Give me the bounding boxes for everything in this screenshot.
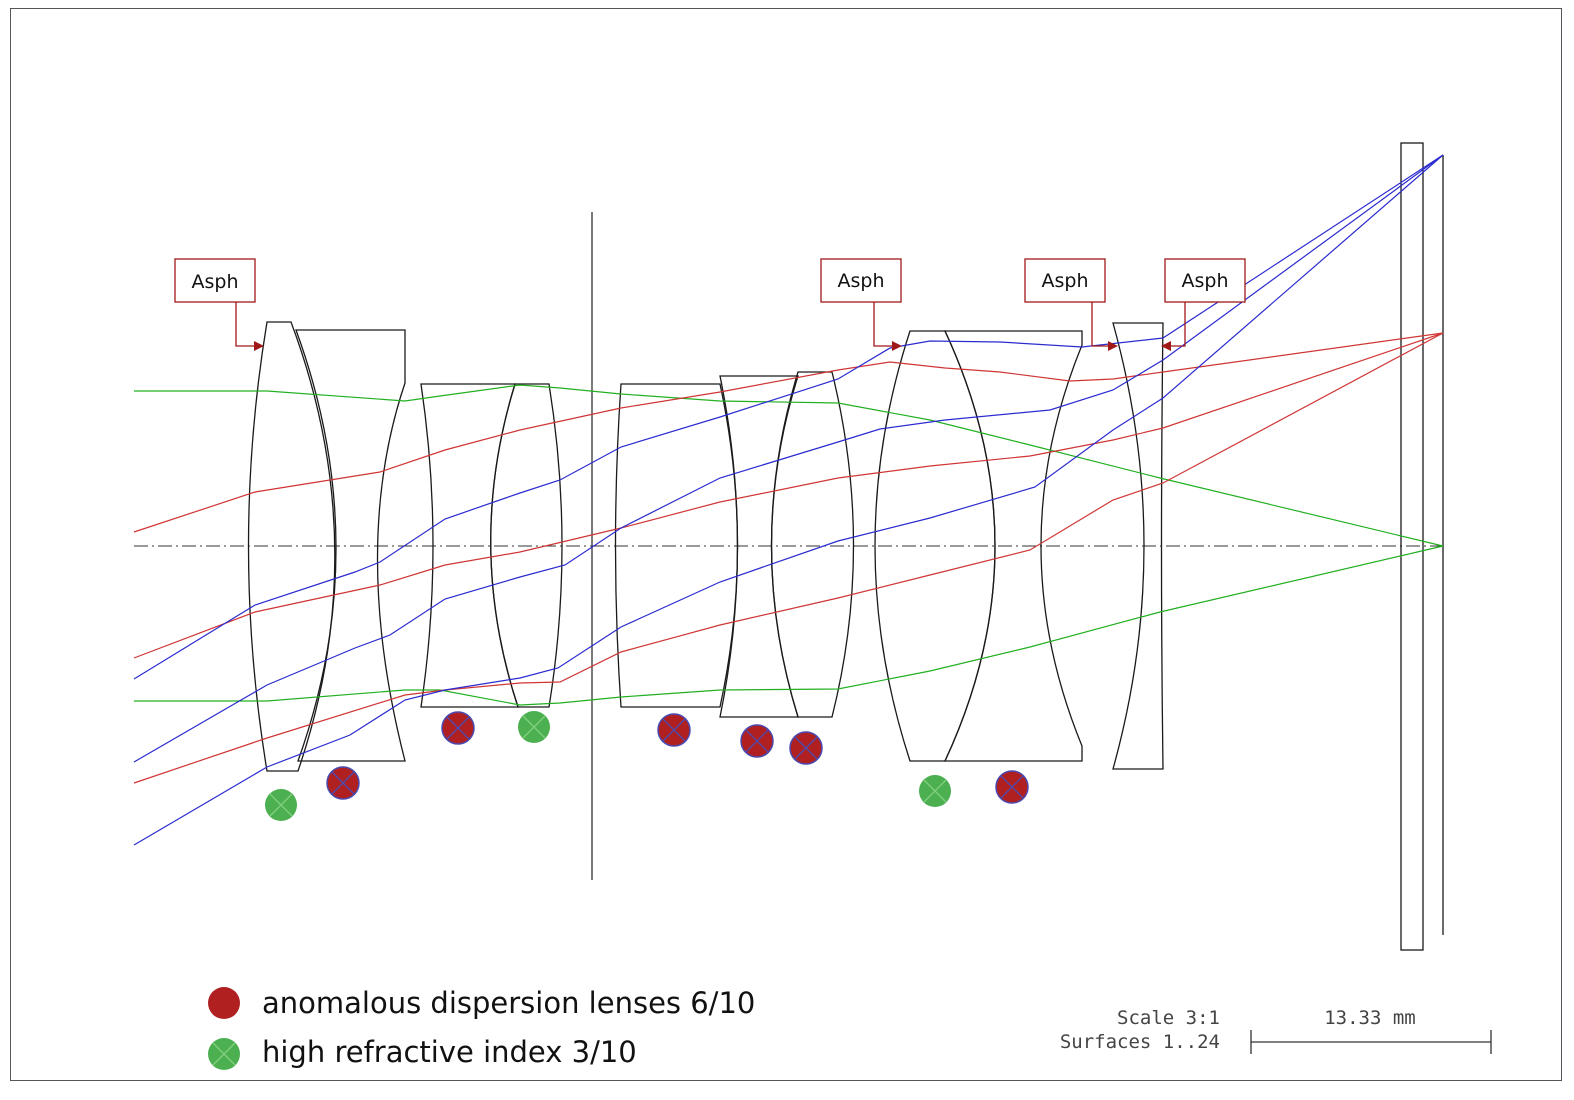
scale-text: Scale 3:1 [1117,1007,1220,1029]
ray-blue-1 [133,154,1444,680]
lens-element-10 [1112,322,1164,770]
asph-label-1: Asph [192,271,239,293]
ray-blue-3 [133,154,1444,846]
anomalous-dispersion-marker [740,724,774,758]
ray-red-1 [133,332,1444,533]
anomalous-dispersion-marker [441,711,475,745]
legend-anomalous-marker [208,987,240,1019]
high-index-marker [265,789,297,821]
asph-label-4: Asph [1182,270,1229,292]
asph-label-3: Asph [1042,270,1089,292]
legend: anomalous dispersion lenses 6/10 high re… [208,986,755,1070]
anomalous-dispersion-marker [789,731,823,765]
ray-green-upper [134,384,1444,547]
asph-callout-2: Asph [820,258,902,351]
scale-info: Scale 3:1 Surfaces 1..24 13.33 mm [1060,1007,1492,1054]
lens-element-1 [247,321,336,772]
legend-anomalous-text: anomalous dispersion lenses 6/10 [262,986,755,1020]
ray-red-3 [133,332,1444,784]
legend-high-index-text: high refractive index 3/10 [262,1035,637,1069]
asph-callout-3: Asph [1024,258,1118,351]
diagram-frame [10,8,1562,1081]
lens-element-4 [490,383,563,708]
ray-red-2 [133,332,1444,659]
lens-element-9 [943,330,1083,762]
ray-green-lower [134,545,1444,706]
ray-blue-2 [133,154,1444,763]
high-index-marker [518,711,550,743]
sensor-cover-glass [1400,142,1424,951]
ray-traces [133,154,1444,846]
asph-label-2: Asph [838,270,885,292]
legend-high-index-marker [208,1038,240,1070]
anomalous-dispersion-marker [326,766,360,800]
lens-element-7 [770,371,855,718]
asph-callout-1: Asph [174,258,264,351]
anomalous-dispersion-marker [995,770,1029,804]
glass-markers [265,711,1029,821]
asph-callout-4: Asph [1161,258,1246,351]
surfaces-text: Surfaces 1..24 [1060,1031,1220,1053]
scale-bar-label: 13.33 mm [1324,1007,1416,1029]
high-index-marker [919,775,951,807]
anomalous-dispersion-marker [657,713,691,747]
scale-bar [1250,1030,1492,1054]
